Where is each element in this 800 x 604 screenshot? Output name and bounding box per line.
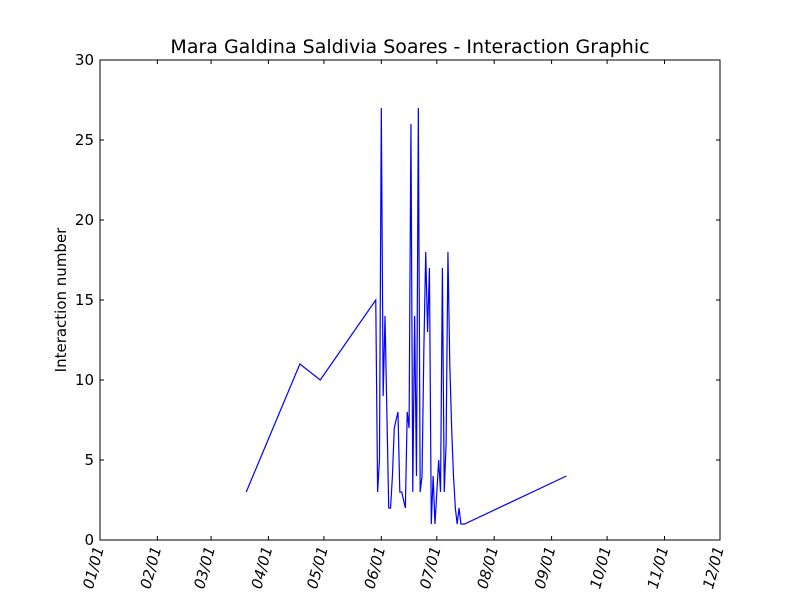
- y-tick-label: 10: [75, 371, 94, 389]
- y-tick-label: 5: [84, 451, 94, 469]
- series-line-0: [245, 107, 567, 525]
- chart-title: Mara Galdina Saldivia Soares - Interacti…: [170, 36, 649, 58]
- y-tick-label: 0: [84, 531, 94, 549]
- y-tick-label: 20: [75, 211, 94, 229]
- y-tick-label: 15: [75, 291, 94, 309]
- y-tick-label: 25: [75, 131, 94, 149]
- y-axis-label: Interaction number: [52, 227, 70, 373]
- series-layer: [245, 107, 567, 525]
- y-tick-label: 30: [75, 51, 94, 69]
- plot-area-frame: [99, 59, 721, 541]
